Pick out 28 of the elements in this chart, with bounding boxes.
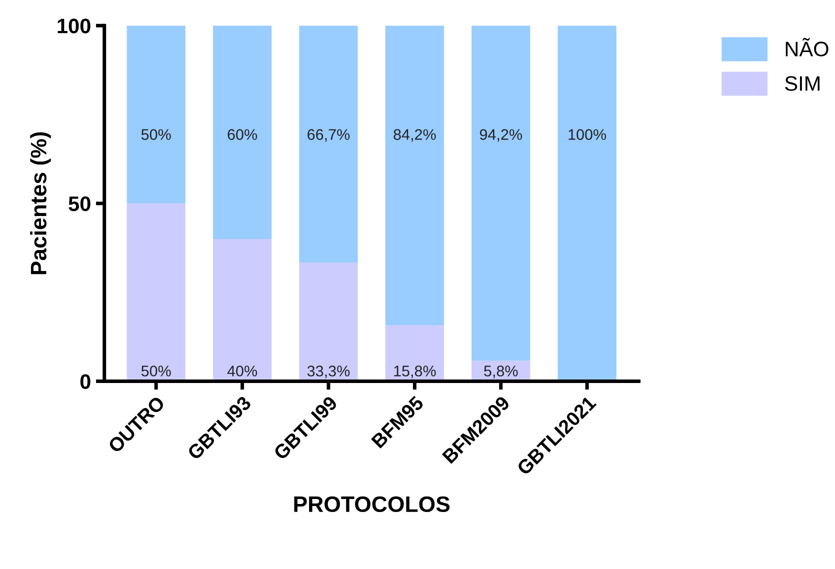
legend-label: NÃO	[786, 38, 828, 56]
bar	[299, 262, 358, 382]
bar	[299, 26, 358, 263]
bar	[385, 325, 444, 382]
x-axis-title: PROTOCOLOS	[294, 496, 450, 512]
data-label: 5,8%	[484, 366, 518, 378]
legend-label: SIM	[785, 76, 820, 91]
data-label: 94,2%	[480, 129, 522, 142]
bar	[385, 26, 444, 326]
data-label: 33,3%	[307, 366, 350, 378]
bar	[558, 26, 616, 382]
data-label: 60%	[228, 129, 258, 140]
y-axis-title: Pacientes (%)	[30, 132, 51, 274]
bar	[472, 26, 530, 361]
bar	[212, 238, 272, 382]
data-label: 66,7%	[308, 129, 350, 142]
y-tick-label: 100	[58, 18, 90, 34]
bar	[126, 26, 186, 204]
data-label: 100%	[568, 129, 606, 140]
data-label: 40%	[227, 366, 258, 376]
data-label: 50%	[141, 366, 171, 376]
data-label: 50%	[141, 129, 171, 140]
data-label: 84,2%	[394, 129, 436, 142]
bar	[212, 26, 272, 239]
bar	[126, 203, 186, 382]
y-tick-label: 50	[68, 196, 90, 212]
data-label: 15,8%	[394, 366, 436, 378]
y-tick-label: 0	[80, 374, 90, 389]
